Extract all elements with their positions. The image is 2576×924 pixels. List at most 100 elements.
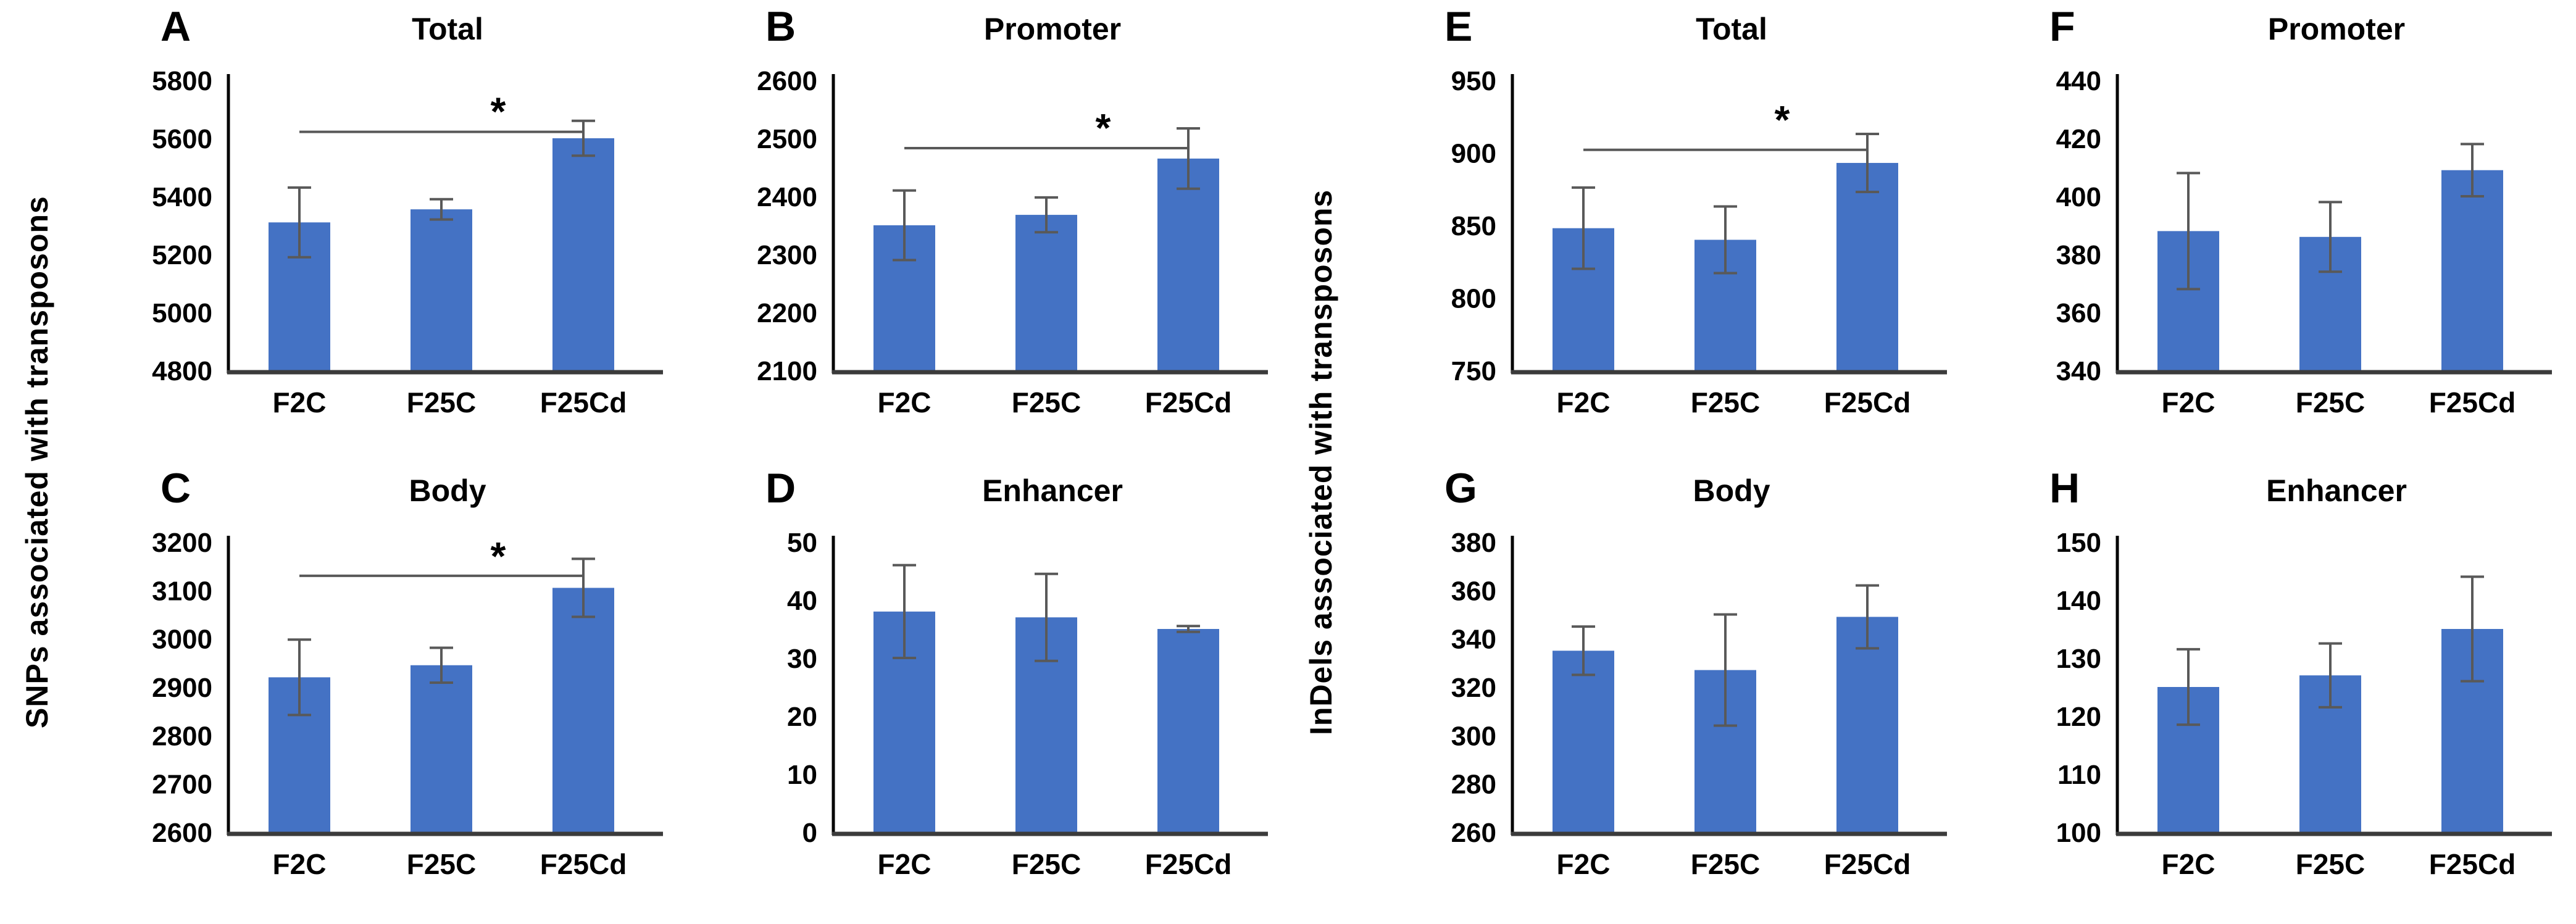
x-category-label: F2C (878, 386, 932, 418)
y-tick-label: 2100 (757, 356, 817, 386)
y-tick-label: 750 (1451, 356, 1496, 386)
panel-c: C Body 3200 3100 3000 2900 2800 2700 2600 F2C F2… (74, 462, 679, 923)
y-tick-label: 400 (2056, 182, 2101, 212)
y-tick-label: 850 (1451, 211, 1496, 241)
panel-f: F Promoter 440 420 400 380 360 340 F2C F25C F25C… (1963, 0, 2568, 462)
y-tick-label: 30 (787, 644, 817, 674)
y-tick-label: 800 (1451, 284, 1496, 314)
error-bar (2461, 143, 2484, 198)
bar (411, 665, 472, 834)
error-bar (1177, 625, 1200, 633)
panel-header: F Promoter (1963, 0, 2568, 62)
y-tick-label: 380 (1451, 528, 1496, 558)
panel-header: G Body (1358, 462, 1963, 523)
y-tick-label: 5400 (152, 182, 212, 212)
x-category-label: F25C (1012, 386, 1081, 418)
x-category-label: F2C (2162, 848, 2215, 880)
y-tick-label: 130 (2056, 644, 2101, 674)
significance-star: * (491, 534, 506, 578)
x-category-label: F25Cd (1145, 848, 1232, 880)
y-tick-label: 2400 (757, 182, 817, 212)
y-tick-label: 340 (1451, 625, 1496, 655)
y-tick-label: 280 (1451, 770, 1496, 800)
error-bar (1035, 572, 1058, 662)
x-category-label: F25C (1012, 848, 1081, 880)
y-tick-label: 2600 (152, 818, 212, 848)
chart-svg: 380 360 340 320 300 280 260 F2C F25C F25Cd (1451, 528, 1947, 880)
chart-svg: 50 40 30 20 10 0 F2C F25C F25Cd (787, 528, 1268, 880)
chart-title: Enhancer (2266, 473, 2407, 508)
y-tick-label: 360 (1451, 576, 1496, 606)
y-tick-label: 420 (2056, 124, 2101, 154)
y-tick-label: 120 (2056, 702, 2101, 732)
panel-header: H Enhancer (1963, 462, 2568, 523)
y-tick-label: 3200 (152, 528, 212, 558)
error-bar (1177, 127, 1200, 190)
y-tick-label: 4800 (152, 356, 212, 386)
significance-star: * (491, 89, 506, 134)
bar (1553, 651, 1614, 834)
x-category-label: F25Cd (1145, 386, 1232, 418)
error-bar (1856, 584, 1879, 650)
panel-e: E Total 950 900 850 800 750 F2C F25C F25Cd * (1358, 0, 1963, 462)
bar-chart-canvas: 50 40 30 20 10 0 F2C F25C F25Cd (679, 523, 1284, 923)
bar-chart-canvas: 150 140 130 120 110 100 F2C F25C F25Cd (1963, 523, 2568, 923)
chart-svg: 150 140 130 120 110 100 F2C F25C F25Cd (2056, 528, 2552, 880)
chart-title: Body (409, 473, 486, 508)
error-bar (430, 198, 453, 221)
chart-title: Total (1696, 12, 1767, 46)
x-category-label: F2C (1557, 386, 1611, 418)
x-category-label: F25Cd (540, 386, 627, 418)
bar (552, 138, 614, 372)
y-tick-label: 40 (787, 586, 817, 616)
y-tick-label: 20 (787, 702, 817, 732)
y-tick-label: 2600 (757, 66, 817, 96)
error-bar (430, 646, 453, 684)
x-category-label: F2C (2162, 386, 2215, 418)
bar (1157, 629, 1219, 834)
error-bar (1714, 613, 1737, 727)
x-category-label: F25Cd (2429, 386, 2516, 418)
y-tick-label: 5000 (152, 298, 212, 328)
y-tick-label: 5800 (152, 66, 212, 96)
x-category-label: F2C (878, 848, 932, 880)
error-bar (1572, 186, 1595, 270)
x-category-label: F2C (1557, 848, 1611, 880)
chart-title: Enhancer (982, 473, 1123, 508)
significance-star: * (1096, 106, 1111, 150)
y-tick-label: 260 (1451, 818, 1496, 848)
chart-svg: 950 900 850 800 750 F2C F25C F25Cd * (1451, 66, 1947, 418)
panel-letter: H (2049, 465, 2080, 512)
error-bar (2177, 172, 2200, 291)
panel-g: G Body 380 360 340 320 300 280 260 F2C F25C F25Cd (1358, 462, 1963, 923)
bar (1157, 158, 1219, 372)
y-tick-label: 300 (1451, 721, 1496, 751)
chart-svg: 2600 2500 2400 2300 2200 2100 F2C F25C F25Cd * (757, 66, 1268, 418)
y-tick-label: 50 (787, 528, 817, 558)
chart-svg: 440 420 400 380 360 340 F2C F25C F25Cd (2056, 66, 2552, 418)
panel-letter: G (1444, 465, 1477, 512)
y-axis-label-snps: SNPs associated with transposons (20, 196, 54, 728)
error-bar (2319, 201, 2342, 273)
panel-header: D Enhancer (679, 462, 1284, 523)
error-bar (1856, 132, 1879, 193)
panel-letter: C (160, 465, 191, 512)
error-bar (288, 638, 311, 717)
panel-a: A Total 5800 5600 5400 5200 5000 4800 F2C F25C F… (74, 0, 679, 462)
y-tick-label: 100 (2056, 818, 2101, 848)
panel-header: A Total (74, 0, 679, 62)
y-tick-label: 2800 (152, 721, 212, 751)
y-tick-label: 140 (2056, 586, 2101, 616)
bar-chart-canvas: 950 900 850 800 750 F2C F25C F25Cd * (1358, 62, 1963, 462)
bar-chart-canvas: 5800 5600 5400 5200 5000 4800 F2C F25C F25Cd * (74, 62, 679, 462)
error-bar (288, 186, 311, 259)
bar (411, 209, 472, 372)
y-tick-label: 950 (1451, 66, 1496, 96)
indels-panel-grid: E Total 950 900 850 800 750 F2C F25C F25Cd * F P… (1358, 0, 2568, 924)
panel-header: C Body (74, 462, 679, 523)
chart-title: Body (1693, 473, 1770, 508)
y-tick-label: 110 (2057, 760, 2101, 790)
x-category-label: F25C (407, 848, 476, 880)
y-tick-label: 360 (2056, 298, 2101, 328)
